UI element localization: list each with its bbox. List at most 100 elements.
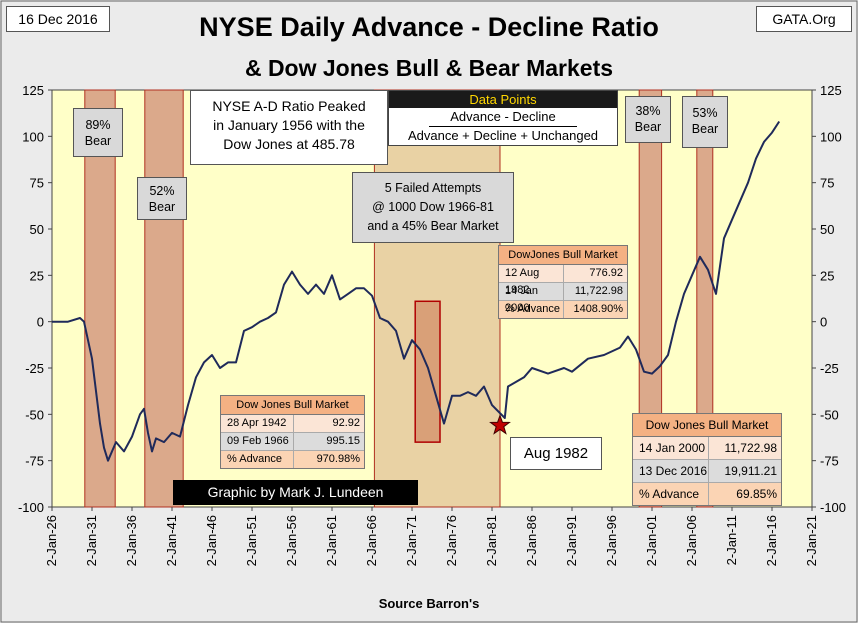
x-tick-label: 2-Jan-41 xyxy=(164,515,179,566)
note-box: 53% Bear xyxy=(682,96,728,148)
y-tick-label: 75 xyxy=(30,176,44,191)
table-row: 09 Feb 1966 995.15 xyxy=(221,433,364,451)
table-cell: % Advance xyxy=(221,451,295,468)
note-box: 89% Bear xyxy=(73,108,123,157)
note-line: Bear xyxy=(691,122,719,136)
table-cell: 1408.90% xyxy=(573,303,623,315)
y2-tick-label: 125 xyxy=(820,83,842,98)
formula-denominator: Advance + Decline + Unchanged xyxy=(407,128,599,143)
x-tick-label: 2-Jan-26 xyxy=(44,515,59,566)
y-tick-label: 100 xyxy=(22,129,44,144)
table-row: 12 Aug 1982 776.92 xyxy=(499,265,627,296)
table-cell: 11,722.98 xyxy=(724,441,778,455)
data-line xyxy=(52,120,781,462)
bear-band xyxy=(84,89,116,508)
note-line: 53% xyxy=(692,106,718,120)
table-title: Dow Jones Bull Market xyxy=(221,396,364,415)
table-cell: 28 Apr 1942 xyxy=(221,415,295,432)
y-tick-label: -100 xyxy=(18,500,44,515)
table-cell: 13 Dec 2016 xyxy=(633,460,709,482)
y-tick-label: -50 xyxy=(25,407,44,422)
x-tick-label: 2-Jan-01 xyxy=(644,515,659,566)
table-row: % Advance 69.85% xyxy=(633,483,781,505)
x-tick-label: 2-Jan-21 xyxy=(804,515,819,566)
table-row: % Advance 970.98% xyxy=(221,451,364,468)
bear-band xyxy=(373,89,501,508)
x-tick-label: 2-Jan-71 xyxy=(404,515,419,566)
note-box: 52% Bear xyxy=(137,177,187,220)
note-line: @ 1000 Dow 1966-81 xyxy=(372,200,494,214)
table-row: % Advance 1408.90% xyxy=(499,301,627,318)
y2-tick-label: 0 xyxy=(820,315,827,330)
y-tick-label: 0 xyxy=(37,315,44,330)
peak-note: NYSE A-D Ratio Peaked in January 1956 wi… xyxy=(190,90,388,165)
x-tick-label: 2-Jan-36 xyxy=(124,515,139,566)
star-marker xyxy=(489,414,511,435)
y2-tick-label: -75 xyxy=(820,454,839,469)
x-tick-label: 2-Jan-51 xyxy=(244,515,259,566)
formula-numerator: Advance - Decline xyxy=(429,108,577,127)
x-tick-label: 2-Jan-86 xyxy=(524,515,539,566)
y2-tick-label: 50 xyxy=(820,222,834,237)
marker-label: Aug 1982 xyxy=(510,437,602,470)
x-tick-label: 2-Jan-56 xyxy=(284,515,299,566)
bull-market-table: Dow Jones Bull Market 14 Jan 2000 11,722.9… xyxy=(632,413,782,506)
table-title: Dow Jones Bull Market xyxy=(633,414,781,437)
y2-tick-label: -100 xyxy=(820,500,846,515)
table-cell: 11,722.98 xyxy=(574,285,623,297)
bull-market-table: Dow Jones Bull Market 28 Apr 1942 92.92 09 … xyxy=(220,395,365,469)
table-row: 13 Dec 2016 19,911.21 xyxy=(633,460,781,483)
y-tick-label: 50 xyxy=(30,222,44,237)
table-cell: 92.92 xyxy=(332,417,360,429)
table-cell: 12 Aug 1982 xyxy=(499,265,565,296)
formula-title: Data Points xyxy=(389,91,617,108)
note-line: 89% xyxy=(85,118,111,132)
x-tick-label: 2-Jan-61 xyxy=(324,515,339,566)
site-box: GATA.Org xyxy=(756,6,852,32)
y-tick-label: -25 xyxy=(25,361,44,376)
note-line: Bear xyxy=(148,200,176,214)
note-line: and a 45% Bear Market xyxy=(367,219,499,233)
bear-band xyxy=(638,89,663,508)
x-tick-label: 2-Jan-46 xyxy=(204,515,219,566)
x-tick-label: 2-Jan-91 xyxy=(564,515,579,566)
table-cell: 970.98% xyxy=(316,453,360,465)
y2-tick-label: 75 xyxy=(820,176,834,191)
table-row: 28 Apr 1942 92.92 xyxy=(221,415,364,433)
y-tick-label: 25 xyxy=(30,268,44,283)
x-tick-label: 2-Jan-06 xyxy=(684,515,699,566)
y-tick-label: -75 xyxy=(25,454,44,469)
x-axis-label: Source Barron's xyxy=(379,596,480,611)
table-cell: % Advance xyxy=(633,483,709,505)
table-row: 14 Jan 2000 11,722.98 xyxy=(633,437,781,460)
highlight-box xyxy=(414,300,441,443)
table-cell: 14 Jan 2000 xyxy=(633,437,709,459)
note-line: Dow Jones at 485.78 xyxy=(223,136,355,152)
bear-band xyxy=(696,89,714,508)
table-row: 14 Jan 2000 11,722.98 xyxy=(499,283,627,314)
table-title: DowJones Bull Market xyxy=(499,246,627,265)
x-tick-label: 2-Jan-16 xyxy=(764,515,779,566)
y2-tick-label: -25 xyxy=(820,361,839,376)
x-tick-label: 2-Jan-96 xyxy=(604,515,619,566)
table-cell: % Advance xyxy=(499,301,565,318)
bear-band xyxy=(144,89,184,508)
note-line: in January 1956 with the xyxy=(213,117,365,133)
formula-box: Data Points Advance - Decline Advance + … xyxy=(388,90,618,146)
note-line: 38% xyxy=(635,104,661,118)
y2-tick-label: 100 xyxy=(820,129,842,144)
table-cell: 19,911.21 xyxy=(724,464,778,478)
chart-title: NYSE Daily Advance - Decline Ratio xyxy=(199,12,659,42)
x-tick-label: 2-Jan-31 xyxy=(84,515,99,566)
note-line: 52% xyxy=(149,184,175,198)
y2-tick-label: -50 xyxy=(820,407,839,422)
y2-tick-label: 25 xyxy=(820,268,834,283)
note-line: NYSE A-D Ratio Peaked xyxy=(212,98,366,114)
note-box: 38% Bear xyxy=(625,96,671,143)
table-cell: 14 Jan 2000 xyxy=(499,283,565,314)
date-box: 16 Dec 2016 xyxy=(6,6,110,32)
note-line: Bear xyxy=(634,120,662,134)
x-tick-label: 2-Jan-11 xyxy=(724,515,739,565)
